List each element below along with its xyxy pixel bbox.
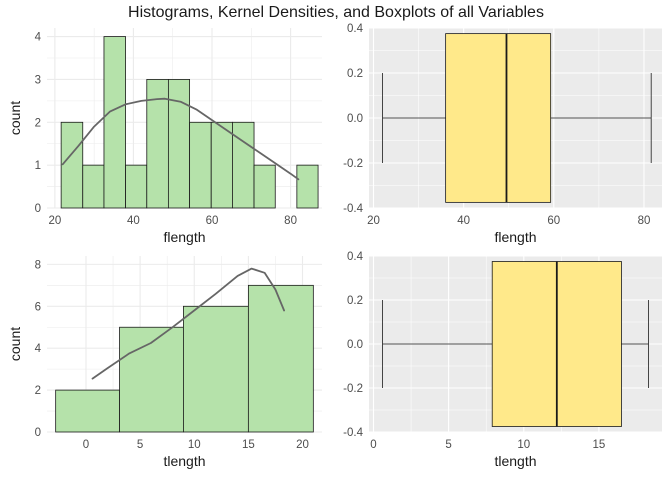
x-axis-title: flength: [163, 229, 205, 245]
y-tick-label: -0.2: [343, 383, 363, 395]
histogram-bar: [55, 389, 120, 433]
x-tick-label: 20: [48, 215, 61, 227]
y-tick-label: 0.0: [347, 113, 363, 125]
boxplot-flength-panel: 20 40 60 80 -0.4 -0.2 0.0 0.2 0.4 flength: [343, 23, 662, 245]
y-tick-label: 6: [35, 301, 41, 313]
x-tick-label: 0: [370, 439, 376, 451]
x-tick-label: 80: [284, 215, 297, 227]
histogram-bar: [210, 121, 233, 209]
y-tick-label: -0.4: [343, 203, 363, 215]
interquartile-box: [445, 33, 552, 203]
histogram-bar: [103, 36, 126, 209]
histogram-bar: [296, 164, 319, 209]
x-axis-title: tlength: [163, 453, 205, 469]
histogram-bar: [247, 284, 314, 433]
y-tick-label: 0: [35, 427, 41, 439]
x-tick-label: 15: [592, 439, 605, 451]
y-tick-label: 0.4: [347, 23, 364, 35]
y-tick-label: 0.2: [347, 68, 363, 80]
x-tick-label: 60: [547, 215, 560, 227]
x-tick-label: 10: [517, 439, 530, 451]
x-axis-title: flength: [494, 229, 536, 245]
y-tick-label: 0: [35, 203, 41, 215]
y-axis-title: count: [7, 101, 23, 135]
x-tick-label: 5: [445, 439, 451, 451]
x-tick-label: 40: [127, 215, 140, 227]
histogram-bar: [232, 121, 255, 209]
x-tick-label: 5: [137, 439, 143, 451]
boxplot-tlength-panel: 0 5 10 15 -0.4 -0.2 0.0 0.2 0.4 tlength: [343, 251, 662, 469]
y-tick-label: 0.0: [347, 339, 363, 351]
x-axis-title: tlength: [494, 453, 536, 469]
x-tick-label: 10: [188, 439, 201, 451]
histogram-bar: [253, 164, 276, 209]
y-tick-label: 4: [35, 343, 42, 355]
y-tick-label: -0.2: [343, 158, 363, 170]
x-tick-label: 0: [83, 439, 89, 451]
chart-title: Histograms, Kernel Densities, and Boxplo…: [128, 4, 544, 21]
x-tick-label: 20: [367, 215, 380, 227]
y-tick-label: 1: [35, 160, 41, 172]
histogram-tlength-panel: 0 5 10 15 20 0 2 4 6 8 tlength count: [7, 256, 322, 469]
y-tick-label: 4: [35, 32, 42, 44]
y-tick-label: 2: [35, 117, 41, 129]
histogram-bar: [183, 305, 249, 433]
y-tick-label: 3: [35, 74, 41, 86]
histogram-bar: [60, 121, 84, 209]
x-tick-label: 60: [206, 215, 219, 227]
y-tick-label: 2: [35, 385, 41, 397]
x-tick-label: 15: [242, 439, 255, 451]
histogram-bar: [82, 164, 105, 209]
y-tick-label: 0.2: [347, 295, 363, 307]
x-tick-label: 40: [457, 215, 470, 227]
x-tick-label: 80: [638, 215, 651, 227]
histogram-flength-panel: 20 40 60 80 0 1 2 3 4 flength count: [7, 28, 322, 245]
histogram-bar: [125, 164, 148, 209]
histogram-bar: [167, 79, 191, 209]
density-curve: [91, 267, 285, 380]
histogram-bar: [119, 326, 184, 433]
y-tick-label: -0.4: [343, 427, 363, 439]
histogram-bar: [189, 121, 212, 209]
x-tick-label: 20: [296, 439, 309, 451]
y-tick-label: 8: [35, 259, 41, 271]
y-tick-label: 0.4: [347, 251, 364, 263]
y-axis-title: count: [7, 327, 23, 361]
density-curve: [61, 97, 300, 181]
